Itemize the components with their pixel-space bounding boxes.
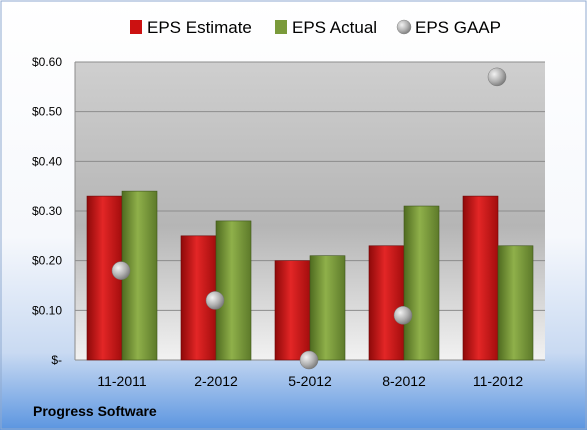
y-axis-ticks: $0.60 $0.50 $0.40 $0.30 $0.20 $0.10 $-: [32, 55, 62, 367]
point-eps-gaap: [299, 350, 319, 370]
legend-swatch: [130, 20, 142, 34]
x-tick-label: 11-2012: [473, 373, 524, 389]
y-tick-label: $0.60: [32, 55, 62, 69]
legend: EPS Estimate EPS Actual EPS GAAP: [130, 18, 501, 37]
legend-swatch: [275, 20, 287, 34]
bar-eps-actual: [215, 220, 252, 361]
company-label: Progress Software: [33, 403, 157, 419]
bar-eps-estimate: [274, 260, 311, 361]
y-tick-label: $0.40: [32, 154, 62, 168]
gaap-points: [111, 67, 507, 370]
bar-eps-actual: [309, 255, 346, 361]
bar-eps-actual: [403, 205, 440, 361]
point-eps-gaap: [393, 306, 413, 325]
legend-label: EPS Estimate: [147, 18, 252, 37]
y-tick-label: $-: [51, 353, 62, 367]
y-tick-label: $0.50: [32, 105, 62, 119]
y-tick-label: $0.30: [32, 204, 62, 218]
x-tick-label: 8-2012: [382, 373, 426, 389]
legend-label: EPS GAAP: [415, 18, 501, 37]
point-eps-gaap: [205, 291, 225, 310]
y-tick-label: $0.20: [32, 254, 62, 268]
x-axis-labels: 11-2011 2-2012 5-2012 8-2012 11-2012: [97, 373, 523, 389]
bar-eps-estimate: [462, 195, 499, 361]
legend-label: EPS Actual: [292, 18, 377, 37]
x-tick-label: 5-2012: [288, 373, 332, 389]
point-eps-gaap: [487, 67, 507, 87]
x-tick-label: 2-2012: [194, 373, 238, 389]
y-tick-label: $0.10: [32, 303, 62, 317]
bar-eps-actual: [497, 245, 534, 361]
x-tick-label: 11-2011: [97, 373, 147, 389]
legend-swatch: [396, 19, 412, 35]
point-eps-gaap: [111, 261, 131, 280]
bar-eps-estimate: [368, 245, 405, 361]
